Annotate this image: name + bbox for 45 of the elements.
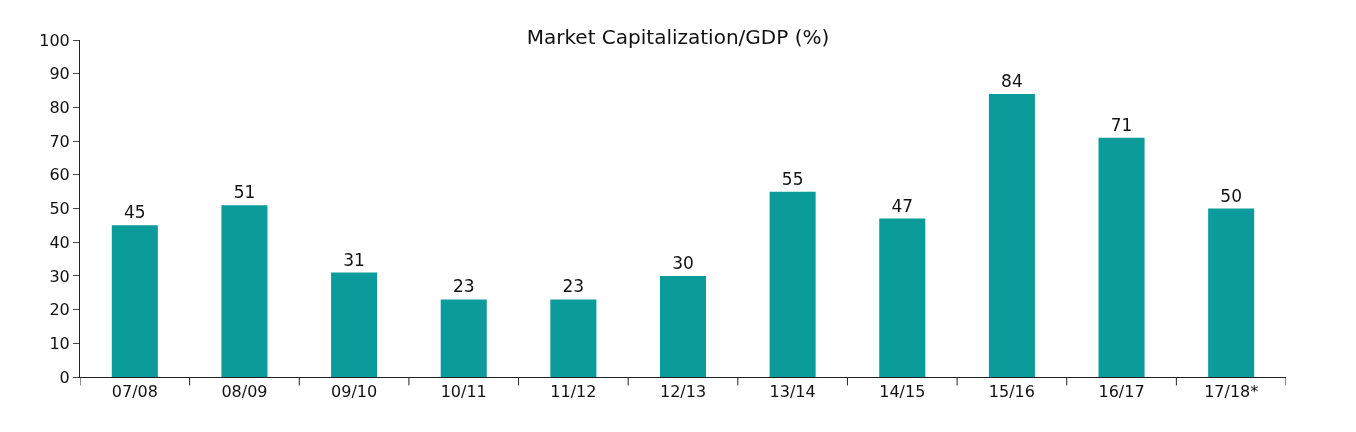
bar [331, 272, 378, 377]
y-tick-label: 20 [49, 300, 70, 320]
y-tick-label: 100 [39, 30, 70, 50]
bar [659, 275, 707, 377]
x-tick-label: 09/10 [331, 382, 378, 402]
bar [221, 205, 268, 377]
x-tick-label: 17/18* [1204, 382, 1259, 402]
bar [1208, 208, 1255, 377]
data-label: 47 [891, 195, 914, 216]
chart-title: Market Capitalization/GDP (%) [526, 25, 830, 50]
data-label: 84 [1001, 70, 1023, 91]
x-tick-label: 08/09 [221, 382, 268, 402]
data-label: 55 [781, 168, 804, 189]
data-label: 71 [1110, 114, 1133, 135]
data-label: 45 [123, 202, 146, 223]
bar [440, 299, 487, 377]
x-tick-label: 10/11 [440, 382, 487, 402]
bar [1098, 137, 1145, 377]
x-tick-label: 16/17 [1098, 382, 1145, 402]
data-label: 23 [562, 276, 585, 297]
y-tick-label: 70 [49, 131, 70, 151]
y-tick-label: 90 [49, 64, 70, 84]
data-label: 50 [1220, 185, 1243, 206]
y-tick-label: 50 [49, 199, 70, 219]
bar [879, 218, 926, 377]
y-tick-label: 40 [49, 232, 70, 252]
data-label: 51 [233, 182, 256, 203]
y-tick-label: 80 [49, 98, 70, 117]
x-tick-label: 11/12 [550, 382, 597, 402]
y-tick-label: 10 [49, 333, 70, 353]
data-label: 23 [452, 276, 475, 297]
x-tick-label: 12/13 [659, 382, 707, 402]
x-tick-label: 15/16 [988, 382, 1035, 402]
bar [988, 93, 1035, 377]
y-tick-label: 0 [59, 367, 70, 387]
data-label: 30 [672, 252, 694, 273]
data-label: 31 [343, 249, 365, 270]
x-tick-label: 07/08 [111, 382, 158, 402]
x-tick-label: 14/15 [879, 382, 926, 402]
x-tick-label: 13/14 [769, 382, 816, 402]
bar [769, 191, 816, 377]
bar [550, 299, 597, 377]
y-tick-label: 60 [49, 165, 70, 185]
bar [111, 225, 158, 377]
y-tick-label: 30 [49, 266, 70, 286]
